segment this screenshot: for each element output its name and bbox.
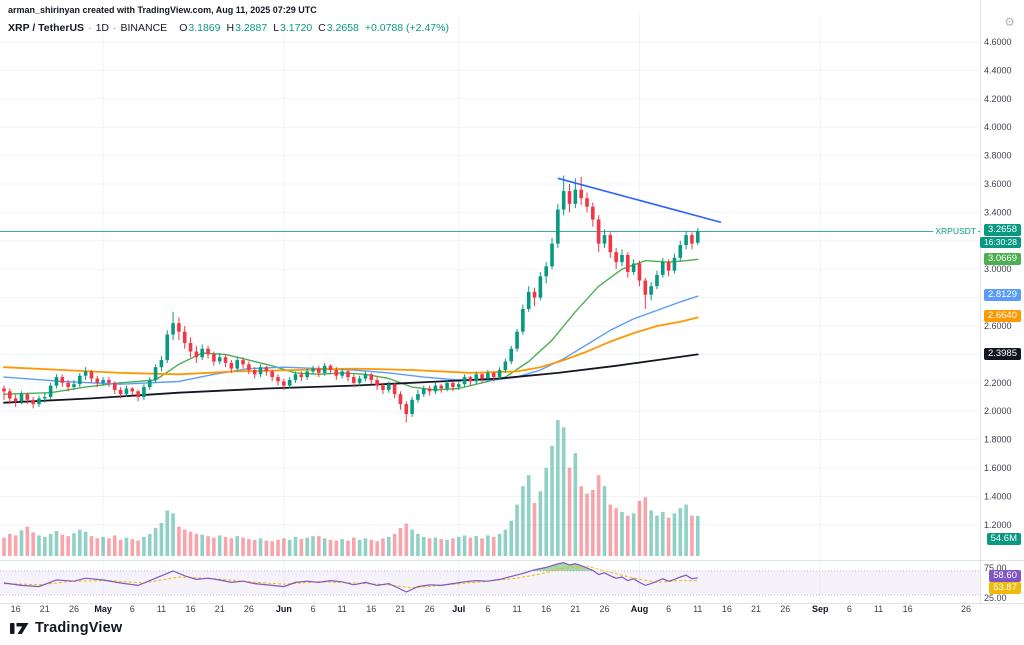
svg-text:21: 21 (570, 604, 580, 614)
high-value: 3.2887 (235, 22, 268, 34)
svg-text:26: 26 (780, 604, 790, 614)
svg-text:3.4000: 3.4000 (984, 207, 1012, 217)
svg-text:Aug: Aug (631, 604, 649, 614)
svg-text:26: 26 (961, 604, 971, 614)
price-axis-scale[interactable] (980, 0, 1024, 603)
svg-text:6: 6 (310, 604, 315, 614)
ma-mid-badge: 2.8129 (983, 288, 1021, 301)
open-label: O (179, 22, 188, 34)
svg-text:16: 16 (541, 604, 551, 614)
tradingview-logo[interactable]: TradingView (10, 620, 122, 636)
change-value: +0.0788 (+2.47%) (364, 22, 449, 34)
svg-text:Jul: Jul (452, 604, 465, 614)
svg-text:2.2000: 2.2000 (984, 378, 1012, 388)
svg-text:21: 21 (40, 604, 50, 614)
ma-slow-badge: 2.6640 (983, 309, 1021, 322)
svg-text:4.0000: 4.0000 (984, 122, 1012, 132)
interval-label: 1D (95, 22, 109, 34)
svg-text:26: 26 (425, 604, 435, 614)
rsi-badge: 58.60 (989, 570, 1021, 582)
svg-text:4.6000: 4.6000 (984, 37, 1012, 47)
symbol-title: XRP / TetherUS (8, 22, 85, 34)
svg-text:11: 11 (874, 604, 883, 614)
svg-text:16: 16 (11, 604, 21, 614)
last-price-badge: 3.2658 (983, 224, 1021, 237)
close-value: 3.2658 (326, 22, 359, 34)
high-label: H (226, 22, 235, 34)
svg-text:11: 11 (337, 604, 346, 614)
svg-text:1.8000: 1.8000 (984, 435, 1012, 445)
svg-text:6: 6 (130, 604, 135, 614)
svg-text:16: 16 (722, 604, 732, 614)
svg-text:2.6000: 2.6000 (984, 321, 1012, 331)
svg-text:1.6000: 1.6000 (984, 463, 1012, 473)
svg-text:Jun: Jun (276, 604, 292, 614)
low-label: L (273, 22, 280, 34)
svg-text:3.0000: 3.0000 (984, 264, 1012, 274)
svg-text:21: 21 (395, 604, 405, 614)
rsi-ma-badge: 53.87 (989, 582, 1021, 594)
legend-separator: · (113, 22, 117, 34)
svg-text:3.6000: 3.6000 (984, 179, 1012, 189)
svg-text:21: 21 (751, 604, 761, 614)
countdown-badge: 16:30:28 (979, 237, 1021, 249)
svg-text:4.2000: 4.2000 (984, 94, 1012, 104)
ma-fast-badge: 3.0669 (983, 252, 1021, 265)
svg-text:1.2000: 1.2000 (984, 520, 1012, 530)
svg-text:1.4000: 1.4000 (984, 491, 1012, 501)
close-label: C (318, 22, 326, 34)
svg-text:11: 11 (512, 604, 521, 614)
settings-icon[interactable]: ⚙ (1004, 15, 1015, 29)
svg-text:25.00: 25.00 (984, 593, 1007, 603)
ma-long-badge: 2.3985 (983, 347, 1021, 360)
svg-text:2.0000: 2.0000 (984, 406, 1012, 416)
svg-text:21: 21 (215, 604, 225, 614)
svg-text:6: 6 (485, 604, 490, 614)
exchange-label: BINANCE (120, 22, 168, 34)
svg-text:4.4000: 4.4000 (984, 65, 1012, 75)
svg-text:16: 16 (903, 604, 913, 614)
svg-text:75.00: 75.00 (984, 563, 1007, 573)
tradingview-logo-text: TradingView (35, 620, 123, 636)
svg-text:11: 11 (157, 604, 166, 614)
svg-text:11: 11 (693, 604, 702, 614)
svg-text:26: 26 (69, 604, 79, 614)
low-value: 3.1720 (280, 22, 313, 34)
symbol-inline-label: XRPUSDT (933, 225, 978, 238)
svg-text:26: 26 (599, 604, 609, 614)
svg-text:26: 26 (244, 604, 254, 614)
tradingview-logo-icon (10, 622, 29, 634)
volume-badge: 54.6M (986, 533, 1021, 545)
attribution-text: arman_shirinyan created with TradingView… (8, 5, 317, 15)
svg-text:3.8000: 3.8000 (984, 151, 1012, 161)
legend-separator: · (88, 22, 92, 34)
open-value: 3.1869 (188, 22, 221, 34)
svg-text:May: May (94, 604, 112, 614)
ohlc-values: O 3.1869 H 3.2887 L 3.1720 C 3.2658 +0.0788 … (179, 22, 449, 34)
svg-text:6: 6 (847, 604, 852, 614)
svg-text:6: 6 (666, 604, 671, 614)
svg-text:16: 16 (366, 604, 376, 614)
svg-text:Sep: Sep (812, 604, 829, 614)
svg-text:16: 16 (186, 604, 196, 614)
time-axis-scale[interactable] (0, 604, 980, 619)
